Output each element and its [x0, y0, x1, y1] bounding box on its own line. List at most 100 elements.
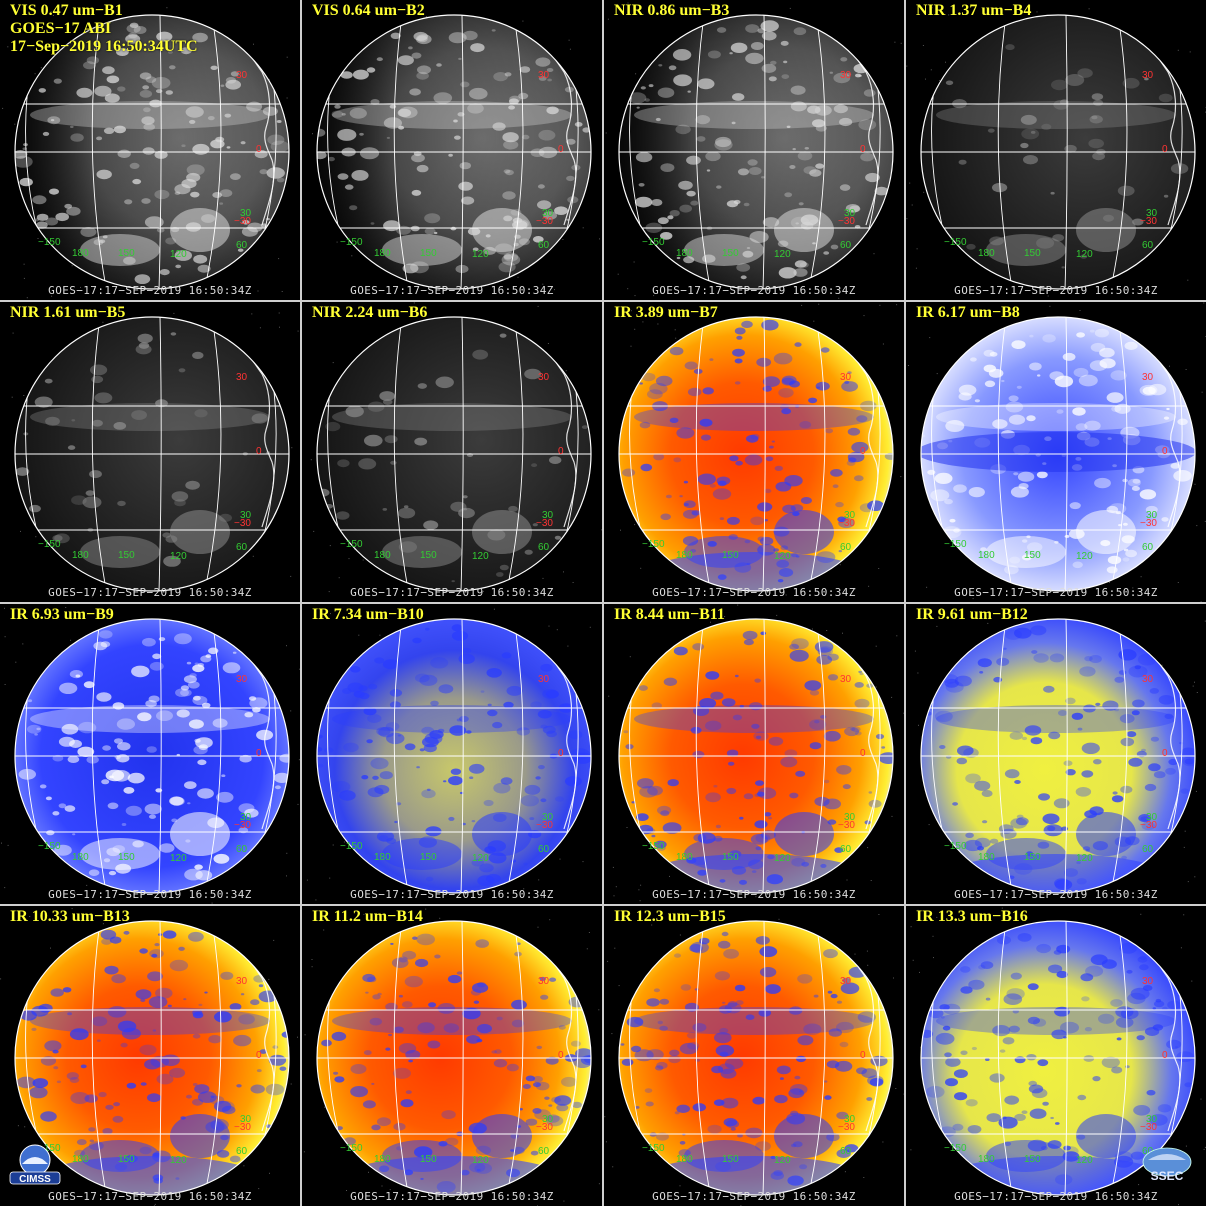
panel-title: NIR 2.24 um−B6: [312, 304, 427, 322]
lon-label-180: 180: [676, 248, 693, 259]
lat-label-30s-green: 30: [844, 208, 856, 219]
lat-label-30n: 30: [538, 674, 550, 685]
lat-label-30s-green: 30: [844, 510, 856, 521]
band-label: IR 9.61 um−B12: [916, 606, 1028, 623]
lat-label-30s-green: 30: [844, 812, 856, 823]
lat-label-30s-green: 30: [542, 812, 554, 823]
satellite-panel: 30 0 −30 30 −150 180 150 120 60 IR 11.2 um−B14 GOE…: [302, 906, 602, 1206]
lat-label-30s: −30: [536, 820, 553, 831]
satellite-panel: 30 0 −30 30 −150 180 150 120 60 IR 13.3 um−B16 GOE…: [906, 906, 1206, 1206]
lat-label-30s: −30: [536, 1122, 553, 1133]
lon-label-120e: 120: [774, 1155, 791, 1166]
satellite-panel: 30 0 −30 30 −150 180 150 120 60 IR 12.3 um−B15 GOE…: [604, 906, 904, 1206]
lon-label-150e: 150: [722, 248, 739, 259]
lon-label-120e: 120: [774, 551, 791, 562]
lat-label-30s-green: 30: [542, 510, 554, 521]
lon-label-150e: 150: [1024, 550, 1041, 561]
lat-label-equator: 0: [1162, 748, 1168, 759]
band-label: NIR 1.61 um−B5: [10, 304, 126, 321]
panel-title: NIR 1.61 um−B5: [10, 304, 125, 322]
lat-label-30s-green: 30: [1146, 812, 1158, 823]
satellite-panel: 30 0 −30 30 −150 180 150 120 60 NIR 1.37 um−B4 GOE…: [906, 0, 1206, 300]
lon-label-150e: 150: [420, 248, 437, 259]
ssec-logo: SSEC: [1138, 1142, 1196, 1188]
panel-timestamp: GOES−17:17−SEP−2019 16:50:34Z: [48, 1190, 252, 1203]
logo-text: SSEC: [1151, 1169, 1184, 1183]
panel-title: IR 6.93 um−B9: [10, 606, 114, 624]
band-label: IR 13.3 um−B16: [916, 908, 1028, 925]
panel-title: VIS 0.47 um−B1 GOES−17 ABI 17−Sep−2019 16:…: [10, 2, 198, 56]
lon-label-150w: −150: [340, 237, 363, 248]
lon-label-150w: −150: [38, 841, 61, 852]
lon-label-150w: −150: [642, 841, 665, 852]
lat-label-30n: 30: [1142, 70, 1154, 81]
lat-label-30n: 30: [840, 70, 852, 81]
lon-label-60: 60: [538, 844, 550, 855]
lon-label-120e: 120: [774, 249, 791, 260]
lon-label-180: 180: [676, 550, 693, 561]
lat-label-30s: −30: [234, 518, 251, 529]
panel-title: NIR 1.37 um−B4: [916, 2, 1031, 20]
band-label: IR 7.34 um−B10: [312, 606, 424, 623]
lat-label-30s: −30: [1140, 216, 1157, 227]
lon-label-60: 60: [236, 1146, 248, 1157]
lon-label-60: 60: [1142, 1146, 1154, 1157]
lon-label-60: 60: [840, 542, 852, 553]
lat-label-30s: −30: [536, 518, 553, 529]
lon-label-120e: 120: [1076, 249, 1093, 260]
lat-label-30n: 30: [236, 976, 248, 987]
lon-label-60: 60: [236, 542, 248, 553]
panel-title: IR 3.89 um−B7: [614, 304, 718, 322]
lat-label-equator: 0: [860, 144, 866, 155]
lat-label-equator: 0: [558, 748, 564, 759]
lon-label-120e: 120: [170, 249, 187, 260]
lon-label-150e: 150: [1024, 248, 1041, 259]
band-label: VIS 0.64 um−B2: [312, 2, 425, 19]
lon-label-120e: 120: [170, 551, 187, 562]
lon-label-150e: 150: [1024, 852, 1041, 863]
satellite-panel: 30 0 −30 30 −150 180 150 120 60 IR 10.33 um−B13 GO…: [0, 906, 300, 1206]
band-label: IR 8.44 um−B11: [614, 606, 725, 623]
panel-timestamp: GOES−17:17−SEP−2019 16:50:34Z: [350, 888, 554, 901]
panel-title: NIR 0.86 um−B3: [614, 2, 729, 20]
satellite-panel: 30 0 −30 30 −150 180 150 120 60 IR 6.17 um−B8 GOES…: [906, 302, 1206, 602]
observation-time: 17−Sep−2019 16:50:34UTC: [10, 38, 198, 55]
panel-title: IR 12.3 um−B15: [614, 908, 726, 926]
band-label: IR 12.3 um−B15: [614, 908, 726, 925]
lat-label-30s-green: 30: [240, 510, 252, 521]
panel-timestamp: GOES−17:17−SEP−2019 16:50:34Z: [652, 888, 856, 901]
band-label: IR 11.2 um−B14: [312, 908, 423, 925]
panel-title: IR 11.2 um−B14: [312, 908, 423, 926]
panel-title: IR 10.33 um−B13: [10, 908, 130, 926]
lon-label-150e: 150: [118, 852, 135, 863]
lat-label-30n: 30: [538, 372, 550, 383]
lat-label-30s: −30: [234, 820, 251, 831]
lat-label-30n: 30: [236, 70, 248, 81]
lon-label-150e: 150: [118, 1154, 135, 1165]
panel-timestamp: GOES−17:17−SEP−2019 16:50:34Z: [48, 888, 252, 901]
panel-title: VIS 0.64 um−B2: [312, 2, 425, 20]
band-label: NIR 1.37 um−B4: [916, 2, 1032, 19]
lon-label-150e: 150: [420, 852, 437, 863]
lon-label-180: 180: [978, 248, 995, 259]
lat-label-equator: 0: [558, 144, 564, 155]
lon-label-150w: −150: [642, 539, 665, 550]
lon-label-150e: 150: [722, 852, 739, 863]
lon-label-180: 180: [978, 852, 995, 863]
lon-label-60: 60: [236, 240, 248, 251]
lat-label-30s: −30: [838, 216, 855, 227]
lon-label-120e: 120: [1076, 551, 1093, 562]
lon-label-180: 180: [374, 550, 391, 561]
cimss-logo: CIMSS: [6, 1142, 64, 1188]
lat-label-equator: 0: [558, 446, 564, 457]
lon-label-150e: 150: [118, 550, 135, 561]
lat-label-equator: 0: [256, 446, 262, 457]
panel-timestamp: GOES−17:17−SEP−2019 16:50:34Z: [350, 586, 554, 599]
panel-timestamp: GOES−17:17−SEP−2019 16:50:34Z: [954, 284, 1158, 297]
